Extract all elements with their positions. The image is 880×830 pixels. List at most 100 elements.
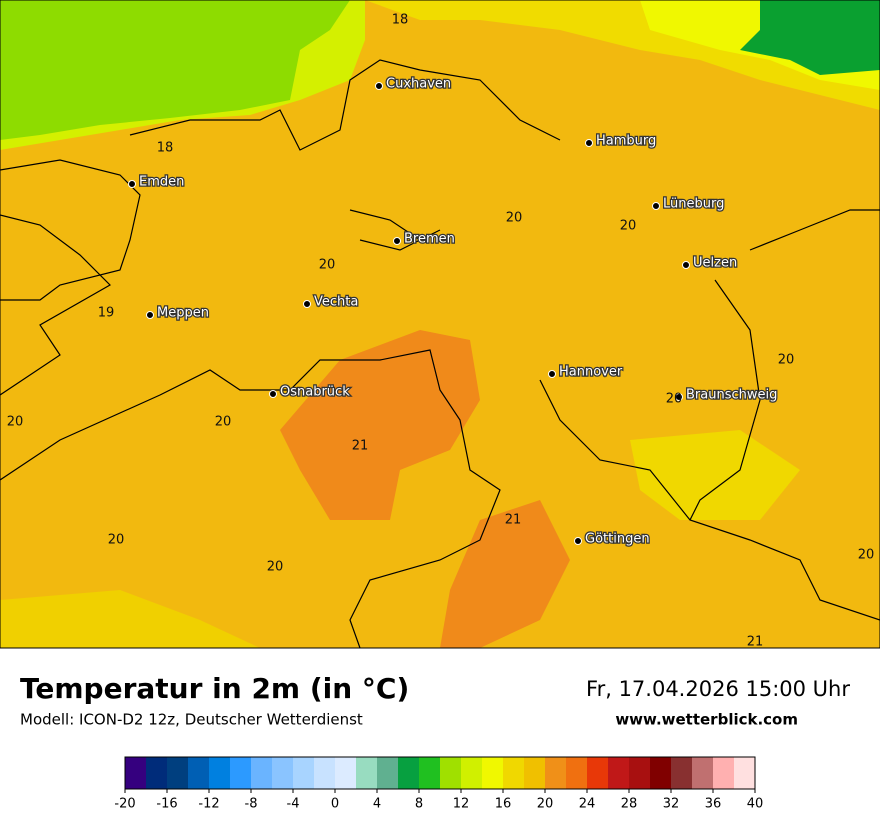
color-box <box>482 757 504 789</box>
colorbar-frame <box>124 756 756 790</box>
color-box <box>587 757 609 789</box>
city-label: Cuxhaven <box>386 77 451 92</box>
tick-label: 16 <box>495 797 512 812</box>
color-box <box>524 757 546 789</box>
temperature-label: 20 <box>267 560 284 575</box>
temperature-label: 21 <box>352 439 369 454</box>
color-box <box>356 757 378 789</box>
tick-label: -8 <box>245 797 258 812</box>
color-box <box>335 757 357 789</box>
temperature-label: 20 <box>620 219 637 234</box>
cool-patch <box>0 590 260 648</box>
tick-label: -12 <box>198 797 219 812</box>
tick-label: 4 <box>373 797 381 812</box>
city-label: Hannover <box>559 365 623 380</box>
tick-label: 28 <box>621 797 638 812</box>
city-label: Braunschweig <box>686 388 777 403</box>
color-box <box>125 757 147 789</box>
color-box <box>503 757 525 789</box>
temperature-label: 20 <box>108 533 125 548</box>
temperature-label: 20 <box>778 353 795 368</box>
city-dot <box>574 537 582 545</box>
city-label: Emden <box>139 175 184 190</box>
temperature-label: 21 <box>505 513 522 528</box>
tick-label: 8 <box>415 797 423 812</box>
website[interactable]: www.wetterblick.com <box>615 711 798 729</box>
color-box <box>545 757 567 789</box>
city-layer: Cuxhaven Hamburg Emden Lüneburg Bremen Uelzen… <box>128 75 779 548</box>
temperature-label: 20 <box>666 392 683 407</box>
temperature-label: 18 <box>392 13 409 28</box>
city-dot <box>548 370 556 378</box>
color-box <box>713 757 735 789</box>
city-dot <box>146 311 154 319</box>
color-box <box>440 757 462 789</box>
city-dot <box>675 393 683 401</box>
tick-label: 24 <box>579 797 596 812</box>
city-dot <box>303 300 311 308</box>
color-box <box>293 757 315 789</box>
color-box <box>377 757 399 789</box>
tick-label: 0 <box>331 797 339 812</box>
tick-label: 36 <box>705 797 722 812</box>
city-label: Meppen <box>157 306 209 321</box>
color-box <box>629 757 651 789</box>
tick-label: 20 <box>537 797 554 812</box>
colorbar: -20 -16 -12 -8 -4 0 4 8 12 16 20 24 28 32 36 40 <box>114 756 764 812</box>
color-box <box>566 757 588 789</box>
city-label: Vechta <box>314 295 358 310</box>
color-box <box>167 757 189 789</box>
city-dot <box>682 261 690 269</box>
city-label: Göttingen <box>585 532 650 547</box>
map-frame <box>0 0 880 649</box>
city-label: Uelzen <box>693 256 737 271</box>
color-box <box>209 757 231 789</box>
tick-label: 40 <box>747 797 764 812</box>
temperature-label: 20 <box>7 415 24 430</box>
color-box <box>734 757 756 789</box>
color-box <box>146 757 168 789</box>
warm-patch <box>280 330 480 520</box>
city-label: Bremen <box>404 232 455 247</box>
color-box <box>692 757 714 789</box>
city-label: Lüneburg <box>663 197 724 212</box>
color-box <box>650 757 672 789</box>
color-box <box>251 757 273 789</box>
sea-zone <box>0 0 350 140</box>
color-box <box>419 757 441 789</box>
temperature-label: 20 <box>506 211 523 226</box>
borders <box>0 59 880 649</box>
city-dot <box>128 180 136 188</box>
date: Fr, 17.04.2026 15:00 Uhr <box>586 677 850 701</box>
warm-patch <box>440 500 570 648</box>
temperature-label: 20 <box>215 415 232 430</box>
color-box <box>230 757 252 789</box>
color-box <box>272 757 294 789</box>
baltic-zone <box>740 0 880 75</box>
tick-label: -20 <box>114 797 135 812</box>
city-dot <box>652 202 660 210</box>
map <box>0 0 880 649</box>
temperature-label: 20 <box>319 258 336 273</box>
tick-label: -16 <box>156 797 177 812</box>
title: Temperatur in 2m (in °C) <box>20 672 409 705</box>
tick-label: 12 <box>453 797 470 812</box>
color-box <box>314 757 336 789</box>
color-box <box>188 757 210 789</box>
temperature-label: 19 <box>98 306 115 321</box>
city-dot <box>375 82 383 90</box>
color-box <box>461 757 483 789</box>
temperature-label: 18 <box>157 141 174 156</box>
city-dot <box>585 139 593 147</box>
color-box <box>608 757 630 789</box>
city-dot <box>269 390 277 398</box>
color-box <box>398 757 420 789</box>
model-info: Modell: ICON-D2 12z, Deutscher Wetterdie… <box>20 711 363 729</box>
temperature-label: 20 <box>858 548 875 563</box>
tick-label: 32 <box>663 797 680 812</box>
city-label: Hamburg <box>596 134 656 149</box>
temperature-layer: 18 18 20 20 20 19 20 20 20 20 21 21 20 20 20 21 <box>7 13 875 650</box>
city-dot <box>393 237 401 245</box>
city-label: Osnabrück <box>280 385 350 400</box>
